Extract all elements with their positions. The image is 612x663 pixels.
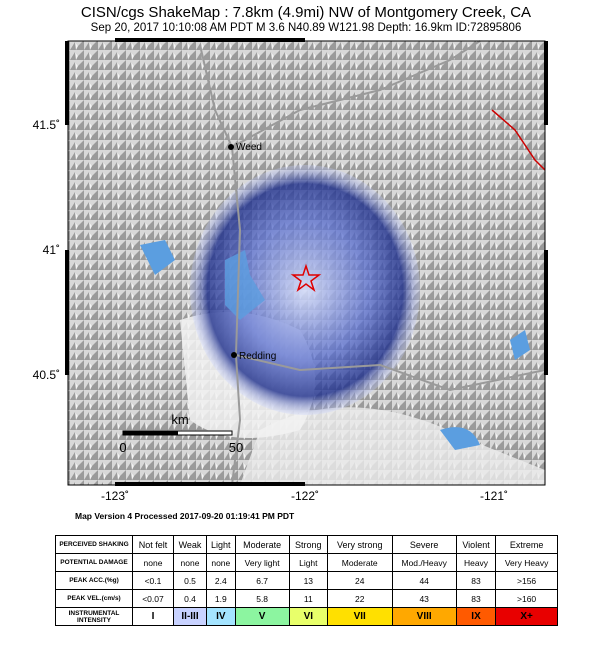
table-cell: 0.4 [172, 589, 208, 608]
scale-label: 0 [119, 440, 126, 455]
table-cell: Not felt [132, 535, 174, 554]
table-cell: Extreme [495, 535, 558, 554]
table-cell: >160 [495, 589, 558, 608]
intensity-table: PERCEIVED SHAKING Not felt Weak Light Modera… [55, 535, 558, 626]
map-version: Map Version 4 Processed 2017-09-20 01:19… [75, 511, 295, 521]
table-cell: Mod./Heavy [391, 553, 457, 572]
table-cell: 6.7 [234, 571, 290, 590]
table-cell: Weak [172, 535, 208, 554]
table-cell: Severe [391, 535, 457, 554]
scale-unit: km [171, 412, 188, 427]
table-cell: VIII [391, 607, 457, 626]
lake [510, 330, 530, 360]
table-cell: X+ [495, 607, 558, 626]
table-cell: Very light [234, 553, 290, 572]
table-cell: Strong [288, 535, 328, 554]
table-cell: II-III [172, 607, 208, 626]
table-cell: Very strong [326, 535, 393, 554]
table-cell: 2.4 [206, 571, 236, 590]
row-label: INSTRUMENTAL INTENSITY [55, 607, 133, 626]
table-cell: 11 [288, 589, 328, 608]
table-cell: 24 [326, 571, 393, 590]
city-label: Redding [239, 351, 276, 362]
table-cell: I [132, 607, 174, 626]
table-cell: 44 [391, 571, 457, 590]
valley [240, 407, 545, 485]
table-cell: VII [326, 607, 393, 626]
table-row: INSTRUMENTAL INTENSITY I II-III IV V VI VII VII… [55, 607, 558, 626]
fault [491, 109, 546, 171]
shaking-area [190, 165, 420, 415]
lat-label: 41.5˚ [33, 118, 60, 132]
road [235, 354, 546, 392]
table-cell: <0.07 [132, 589, 174, 608]
table-cell: IX [455, 607, 497, 626]
table-cell: 22 [326, 589, 393, 608]
lon-label: -121˚ [480, 489, 508, 503]
table-cell: Violent [455, 535, 497, 554]
road [199, 44, 242, 486]
lake [140, 240, 175, 275]
city-dot [228, 144, 234, 150]
lon-label: -122˚ [291, 489, 319, 503]
row-label: PEAK ACC.(%g) [55, 571, 133, 590]
subtitle: Sep 20, 2017 10:10:08 AM PDT M 3.6 N40.8… [90, 22, 522, 34]
lake [440, 427, 480, 450]
frame-ticks [65, 38, 548, 486]
table-row: POTENTIAL DAMAGE none none none Very light Li… [55, 553, 558, 572]
table-row: PERCEIVED SHAKING Not felt Weak Light Modera… [55, 535, 558, 554]
table-cell: Moderate [234, 535, 290, 554]
table-row: PEAK VEL.(cm/s) <0.07 0.4 1.9 5.8 11 22 43 83 >16… [55, 589, 558, 608]
epicenter [290, 263, 322, 293]
row-label: PERCEIVED SHAKING [55, 535, 133, 554]
table-cell: Light [206, 535, 236, 554]
lon-label: -123˚ [101, 489, 129, 503]
lake [225, 250, 265, 320]
table-cell: VI [288, 607, 328, 626]
city-dot [231, 352, 237, 358]
table-cell: 0.5 [172, 571, 208, 590]
row-label: POTENTIAL DAMAGE [55, 553, 133, 572]
map: Weed Redding km 0 50 41.5˚ 41˚ 40.5˚ -12… [33, 38, 548, 521]
table-cell: IV [206, 607, 236, 626]
table-cell: Very Heavy [495, 553, 558, 572]
table-cell: none [172, 553, 208, 572]
title: CISN/cgs ShakeMap : 7.8km (4.9mi) NW of … [80, 4, 532, 21]
table-cell: <0.1 [132, 571, 174, 590]
table-cell: 83 [455, 571, 497, 590]
table-cell: Moderate [326, 553, 393, 572]
table-cell: 1.9 [206, 589, 236, 608]
table-row: PEAK ACC.(%g) <0.1 0.5 2.4 6.7 13 24 44 83 >156 [55, 571, 558, 590]
scale-bar [123, 431, 178, 435]
lat-label: 40.5˚ [33, 368, 60, 382]
table-cell: none [132, 553, 174, 572]
table-cell: 83 [455, 589, 497, 608]
city-label: Weed [236, 142, 262, 153]
table-cell: Heavy [455, 553, 497, 572]
table-cell: none [206, 553, 236, 572]
table-cell: 5.8 [234, 589, 290, 608]
table-cell: 43 [391, 589, 457, 608]
table-cell: 13 [288, 571, 328, 590]
lat-label: 41˚ [43, 243, 60, 257]
row-label: PEAK VEL.(cm/s) [55, 589, 133, 608]
road [231, 40, 481, 148]
table-cell: Light [288, 553, 328, 572]
scale-label: 50 [229, 440, 243, 455]
table-cell: >156 [495, 571, 558, 590]
table-cell: V [234, 607, 290, 626]
